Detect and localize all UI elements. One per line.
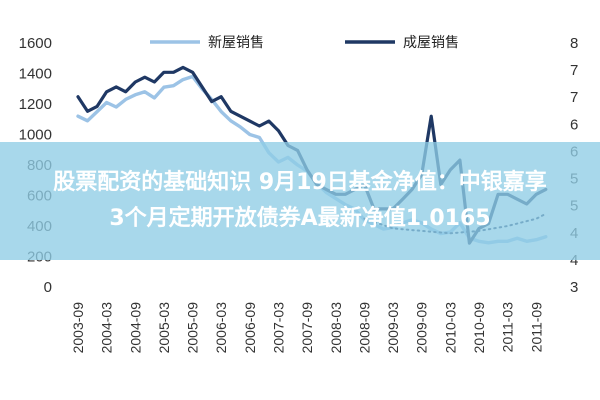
x-axis-tick-label: 2007-03	[270, 302, 286, 354]
left-axis-tick-label: 1400	[19, 66, 52, 83]
x-axis-tick-label: 2010-03	[442, 302, 458, 354]
x-axis-tick-label: 2010-09	[471, 302, 487, 354]
x-axis-tick-label: 2004-03	[99, 302, 115, 354]
x-axis-tick-label: 2008-09	[356, 302, 372, 354]
x-axis-tick-label: 2008-03	[328, 302, 344, 354]
right-axis-tick-label: 6	[570, 116, 578, 133]
right-axis-tick-label: 8	[570, 35, 578, 52]
headline-line-1: 股票配资的基础知识 9月19日基金净值：中银嘉享	[53, 170, 547, 195]
x-axis-tick-label: 2011-03	[500, 302, 516, 353]
x-axis-tick-label: 2009-09	[414, 302, 430, 354]
legend: 新屋销售 成屋销售	[150, 35, 459, 51]
x-axis-tick-label: 2006-03	[213, 302, 229, 354]
headline-line-2: 3个月定期开放债券A最新净值1.0165	[109, 206, 491, 231]
right-axis-tick-label: 7	[570, 89, 578, 106]
right-axis-tick-label: 7	[570, 62, 578, 79]
right-axis-tick-label: 4	[570, 252, 578, 269]
x-axis-tick-label: 2004-09	[127, 302, 143, 354]
headline-banner: 股票配资的基础知识 9月19日基金净值：中银嘉享 3个月定期开放债券A最新净值1…	[0, 142, 600, 260]
x-axis-ticks: 2003-09 2004-03 2004-09 2005-03 2005-09 2006-…	[70, 302, 544, 354]
right-axis-tick-label: 3	[570, 279, 578, 296]
x-axis-tick-label: 2011-09	[528, 302, 544, 353]
x-axis-tick-label: 2007-09	[299, 302, 315, 354]
x-axis-tick-label: 2006-09	[242, 302, 258, 354]
x-axis-tick-label: 2005-03	[156, 302, 172, 354]
legend-label: 成屋销售	[403, 35, 459, 51]
left-axis-tick-label: 1000	[19, 127, 52, 144]
legend-label: 新屋销售	[208, 35, 264, 51]
left-axis-tick-label: 0	[44, 279, 52, 296]
x-axis-tick-label: 2009-03	[385, 302, 401, 354]
left-axis-tick-label: 1600	[19, 35, 52, 52]
x-axis-tick-label: 2003-09	[70, 302, 86, 354]
left-axis-tick-label: 1200	[19, 96, 52, 113]
x-axis-tick-label: 2005-09	[185, 302, 201, 354]
